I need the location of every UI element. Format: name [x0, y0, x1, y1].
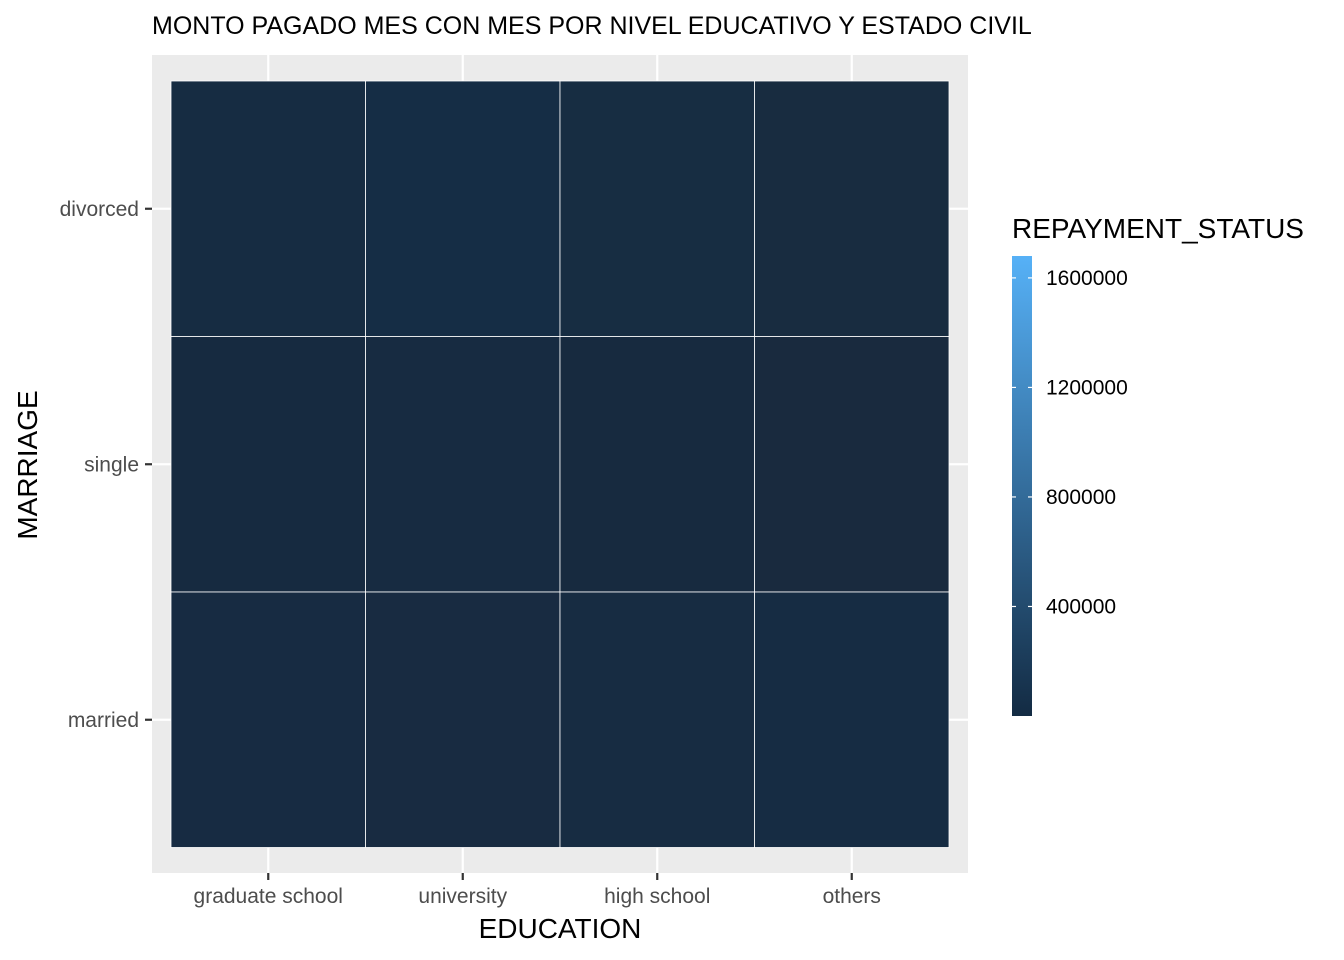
legend-tick-label: 800000 — [1046, 486, 1116, 509]
legend-ticks: 400000 800000 1200000 1600000 — [1012, 267, 1128, 618]
heatmap-cell-high-school-single — [559, 336, 755, 593]
x-axis-ticks: graduate school university high school othe… — [194, 873, 881, 908]
x-axis-title: EDUCATION — [479, 913, 642, 944]
heatmap-cell-high-school-married — [559, 591, 755, 848]
x-tick-label: university — [418, 885, 507, 908]
legend-tick-label: 1200000 — [1046, 376, 1128, 399]
legend-tick-label: 1600000 — [1046, 267, 1128, 290]
y-axis-ticks: married single divorced — [60, 198, 152, 732]
heatmap-cell-others-divorced — [754, 80, 950, 337]
heatmap-cell-university-married — [365, 591, 561, 848]
heatmap-cell-university-single — [365, 336, 561, 593]
x-tick-label: graduate school — [194, 885, 343, 908]
y-tick-label: divorced — [60, 198, 139, 221]
heatmap-cell-graduate-school-married — [170, 591, 366, 848]
heatmap-cell-others-single — [754, 336, 950, 593]
y-axis-title: MARRIAGE — [12, 390, 43, 539]
x-tick-label: high school — [604, 885, 710, 908]
heatmap-cell-graduate-school-single — [170, 336, 366, 593]
color-legend: REPAYMENT_STATUS 400000 800000 1200000 1600… — [1012, 213, 1304, 716]
legend-colorbar — [1012, 256, 1032, 716]
heatmap-cell-university-divorced — [365, 80, 561, 337]
y-tick-label: married — [68, 709, 139, 732]
legend-tick-label: 400000 — [1046, 595, 1116, 618]
y-tick-label: single — [84, 453, 139, 476]
heatmap-cell-others-married — [754, 591, 950, 848]
chart-title: MONTO PAGADO MES CON MES POR NIVEL EDUCA… — [152, 12, 1032, 40]
legend-title: REPAYMENT_STATUS — [1012, 213, 1304, 244]
heatmap-cell-graduate-school-divorced — [170, 80, 366, 337]
heatmap-cell-high-school-divorced — [559, 80, 755, 337]
heatmap-cells — [170, 80, 950, 848]
x-tick-label: others — [823, 885, 881, 908]
